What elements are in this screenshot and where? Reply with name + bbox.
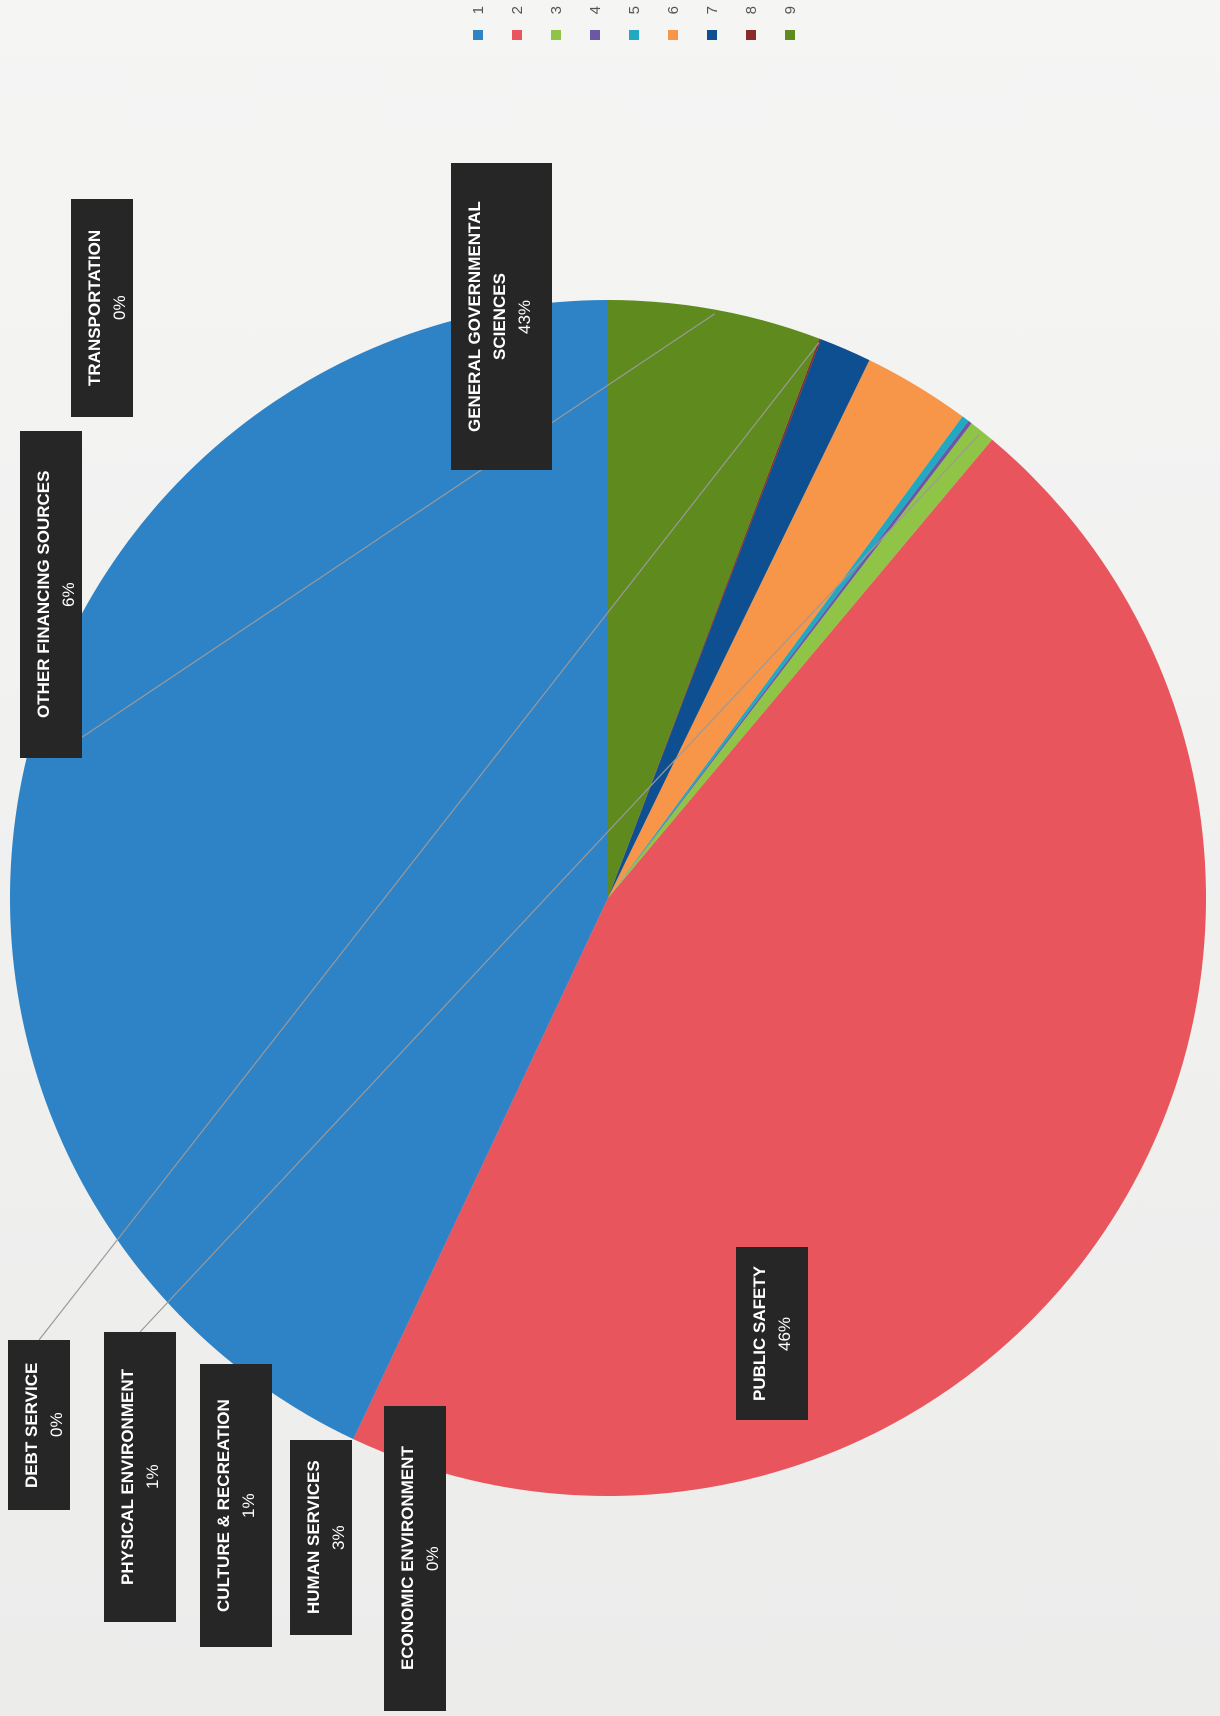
legend-label: 3 <box>548 6 565 15</box>
data-label-percent: 1% <box>143 1464 162 1490</box>
legend-swatch <box>512 30 522 40</box>
data-label-text: SCIENCES <box>490 273 509 360</box>
data-label-text: ECONOMIC ENVIRONMENT <box>398 1446 417 1671</box>
legend-item-5: 5 <box>625 6 643 40</box>
data-label-percent: 1% <box>239 1493 258 1518</box>
legend-swatch <box>629 30 639 40</box>
data-label-1: GENERAL GOVERNMENTAL SCIENCES 43% <box>451 163 552 470</box>
data-label-percent: 0% <box>47 1412 66 1438</box>
data-label-text: PHYSICAL ENVIRONMENT <box>118 1369 137 1585</box>
legend-swatch <box>746 30 756 40</box>
legend-label: 5 <box>626 6 643 15</box>
legend-label: 4 <box>587 6 604 15</box>
leader-line-8 <box>38 342 820 1341</box>
data-label-2: PUBLIC SAFETY 46% <box>736 1247 808 1420</box>
data-label-4: TRANSPORTATION 0% <box>71 199 133 417</box>
data-label-text: GENERAL GOVERNMENTAL <box>465 201 484 432</box>
legend: 1 2 3 4 5 6 7 8 9 <box>455 0 830 44</box>
legend-item-9: 9 <box>781 6 799 40</box>
data-label-text: OTHER FINANCING SOURCES <box>34 470 53 719</box>
legend-item-3: 3 <box>547 6 565 40</box>
data-label-7: CULTURE & RECREATION 1% <box>200 1364 272 1647</box>
data-label-percent: 6% <box>59 582 78 607</box>
data-label-percent: 3% <box>329 1525 348 1550</box>
legend-label: 6 <box>665 6 682 15</box>
legend-label: 8 <box>743 6 760 15</box>
pie-slice-3 <box>608 423 993 898</box>
data-label-text: PUBLIC SAFETY <box>750 1265 769 1402</box>
data-label-percent: 46% <box>775 1316 794 1351</box>
pie-slice-5 <box>608 416 969 898</box>
data-label-text: CULTURE & RECREATION <box>214 1399 233 1612</box>
data-label-text: TRANSPORTATION <box>85 229 104 387</box>
legend-label: 1 <box>470 6 487 15</box>
legend-item-4: 4 <box>586 6 604 40</box>
legend-swatch <box>668 30 678 40</box>
data-label-percent: 0% <box>110 295 129 321</box>
legend-item-2: 2 <box>508 6 526 40</box>
data-label-text: DEBT SERVICE <box>22 1362 41 1488</box>
pie-slice-6 <box>608 360 963 898</box>
legend-swatch <box>707 30 717 40</box>
leader-line-9 <box>50 313 716 759</box>
legend-swatch <box>473 30 483 40</box>
legend-label: 9 <box>782 6 799 15</box>
leader-line-3 <box>139 433 980 1333</box>
legend-item-8: 8 <box>742 6 760 40</box>
legend-item-1: 1 <box>469 6 487 40</box>
pie-slice-8 <box>608 338 822 899</box>
data-label-6: HUMAN SERVICES 3% <box>290 1440 352 1635</box>
legend-swatch <box>590 30 600 40</box>
data-label-9: OTHER FINANCING SOURCES 6% <box>20 431 82 758</box>
data-label-text: HUMAN SERVICES <box>304 1460 323 1615</box>
data-label-percent: 0% <box>423 1546 442 1571</box>
pie-slice-2 <box>353 439 1207 1497</box>
data-label-percent: 43% <box>515 299 534 334</box>
pie-slice-1 <box>9 299 608 1440</box>
pie-slice-9 <box>608 300 820 898</box>
pie-slice-7 <box>608 339 870 898</box>
legend-swatch <box>785 30 795 40</box>
legend-item-7: 7 <box>703 6 721 40</box>
legend-label: 7 <box>704 6 721 15</box>
data-label-5: ECONOMIC ENVIRONMENT 0% <box>384 1406 446 1711</box>
data-label-3: PHYSICAL ENVIRONMENT 1% <box>104 1332 176 1622</box>
legend-label: 2 <box>509 6 526 15</box>
legend-swatch <box>551 30 561 40</box>
legend-item-6: 6 <box>664 6 682 40</box>
data-label-8: DEBT SERVICE 0% <box>8 1340 70 1510</box>
